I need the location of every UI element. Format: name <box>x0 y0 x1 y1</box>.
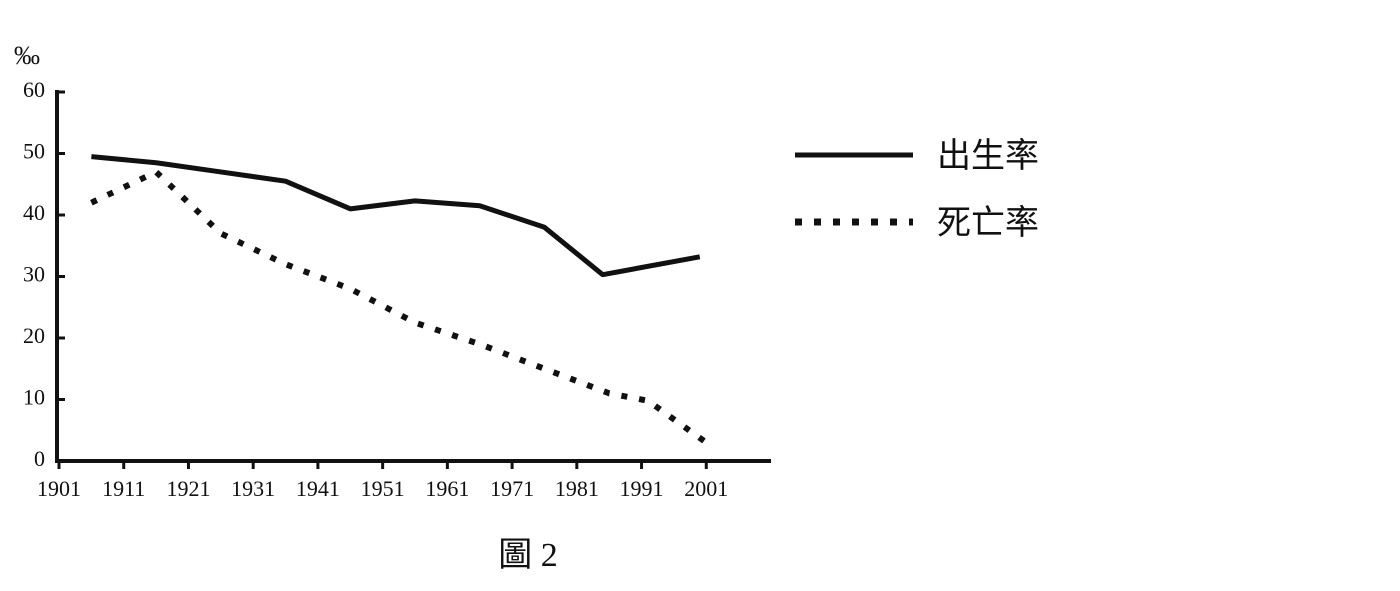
y-tick-label: 40 <box>23 200 45 225</box>
x-tick-label: 1961 <box>425 476 469 501</box>
x-tick-label: 1911 <box>102 476 145 501</box>
series-line <box>90 168 709 445</box>
x-tick-label: 1951 <box>361 476 405 501</box>
y-tick-label: 50 <box>23 139 45 164</box>
y-tick-label: 0 <box>34 446 45 471</box>
y-axis-unit: ‰ <box>14 41 40 70</box>
x-tick-label: 1901 <box>37 476 81 501</box>
x-tick-label: 1991 <box>620 476 664 501</box>
x-tick-label: 1921 <box>166 476 210 501</box>
y-tick-label: 30 <box>23 262 45 287</box>
y-tick-label: 60 <box>23 77 45 102</box>
x-tick-label: 1971 <box>490 476 534 501</box>
x-tick-label: 1941 <box>296 476 340 501</box>
y-tick-label: 10 <box>23 385 45 410</box>
x-tick-label: 2001 <box>684 476 728 501</box>
x-tick-label: 1931 <box>231 476 275 501</box>
caption: 圖 2 <box>498 537 558 574</box>
x-tick-label: 1981 <box>555 476 599 501</box>
legend-label: 死亡率 <box>937 204 1039 242</box>
legend-label: 出生率 <box>937 137 1039 175</box>
series-line <box>91 154 701 278</box>
y-tick-label: 20 <box>23 323 45 348</box>
